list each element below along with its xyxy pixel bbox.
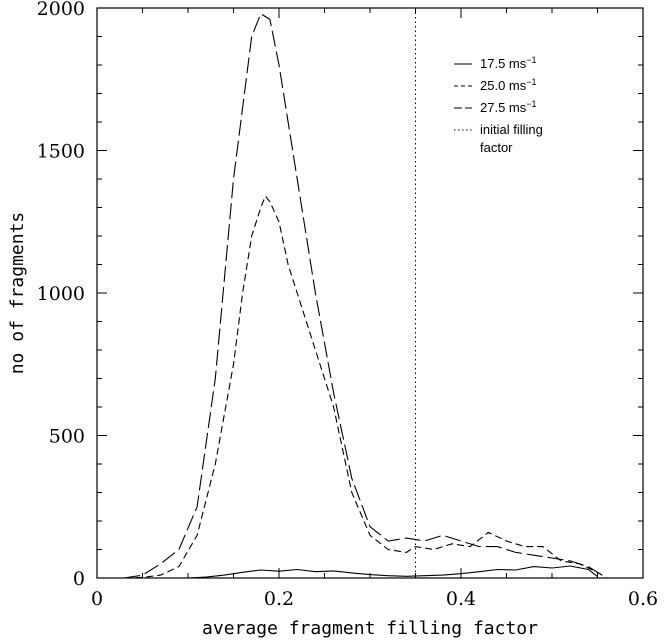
y-tick-label: 500 <box>49 426 85 448</box>
y-axis-label: no of fragments <box>7 212 28 375</box>
plot-frame <box>96 7 644 579</box>
x-axis-label: average fragment filling factor <box>202 618 538 639</box>
tick-layer: 0 0.2 0.4 0.6 0 500 1000 1500 2000 <box>37 0 658 610</box>
x-tick-label: 0.2 <box>264 588 294 610</box>
series-layer <box>124 8 607 579</box>
series-2-line <box>124 12 607 579</box>
x-tick-label: 0.6 <box>628 588 658 610</box>
legend-label-3: initial filling <box>480 122 543 137</box>
series-0-line <box>187 565 598 579</box>
legend-label-2: 27.5 ms−1 <box>480 99 537 115</box>
y-tick-label: 1000 <box>37 283 85 305</box>
y-tick-label: 2000 <box>37 0 85 20</box>
y-tick-label: 1500 <box>37 141 85 163</box>
series-1-line <box>124 195 607 579</box>
x-tick-label: 0 <box>91 588 103 610</box>
x-tick-label: 0.4 <box>446 588 476 610</box>
legend-label-0: 17.5 ms−1 <box>480 55 537 71</box>
legend-label-1: 25.0 ms−1 <box>480 77 537 93</box>
y-tick-label: 0 <box>73 568 85 590</box>
legend-label-3-line2: factor <box>480 140 513 155</box>
legend: 17.5 ms−1 25.0 ms−1 27.5 ms−1 initial filli… <box>454 55 543 155</box>
